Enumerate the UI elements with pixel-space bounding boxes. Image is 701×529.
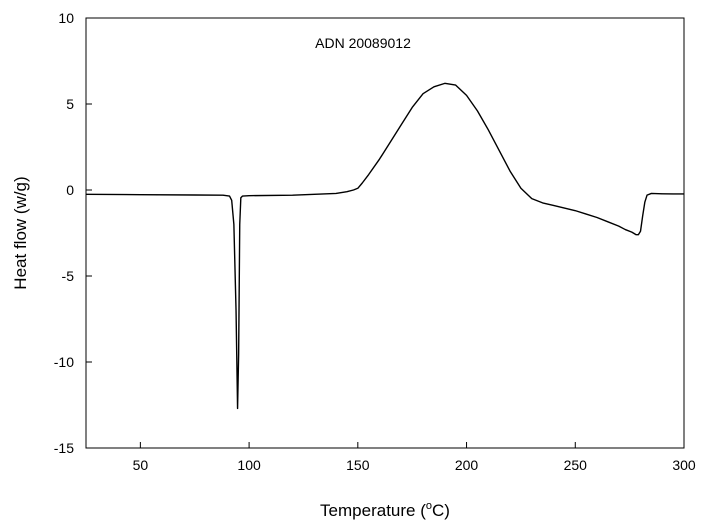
y-tick-label: -15 xyxy=(54,440,74,456)
y-tick-label: -5 xyxy=(62,268,75,284)
x-tick-label: 300 xyxy=(672,457,696,473)
plot-frame xyxy=(85,17,685,449)
x-tick-label: 200 xyxy=(455,457,479,473)
x-tick-label: 50 xyxy=(133,457,149,473)
chart-annotation: ADN 20089012 xyxy=(315,35,411,51)
x-tick-label: 250 xyxy=(564,457,588,473)
x-tick-label: 100 xyxy=(237,457,261,473)
x-axis-label-suffix: C) xyxy=(432,501,450,520)
y-tick-label: -10 xyxy=(54,354,74,370)
y-tick-label: 0 xyxy=(66,182,74,198)
y-tick-label: 10 xyxy=(58,10,74,26)
x-tick-label: 150 xyxy=(346,457,370,473)
y-axis-ticks: -15 -10 -5 0 5 10 xyxy=(54,10,92,456)
x-axis-label-prefix: Temperature ( xyxy=(320,501,426,520)
x-axis-label-degree: o xyxy=(426,500,432,512)
y-axis-label: Heat flow (w/g) xyxy=(11,176,30,289)
y-tick-label: 5 xyxy=(66,96,74,112)
x-axis-label: Temperature (oC) xyxy=(320,500,450,520)
heat-flow-series-line xyxy=(85,82,684,410)
x-axis-ticks: 50 100 150 200 250 300 xyxy=(133,442,696,473)
